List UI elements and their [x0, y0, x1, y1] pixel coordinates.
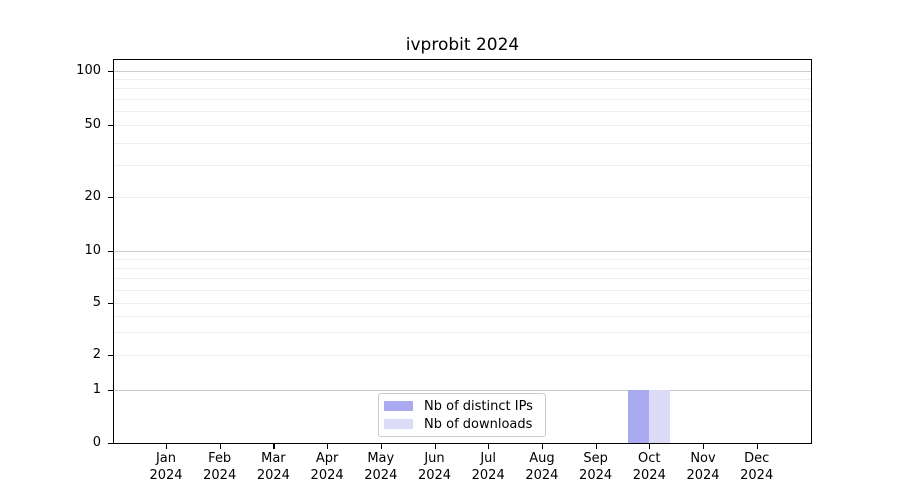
y-tick-mark	[108, 443, 114, 445]
y-tick-label: 100	[76, 63, 101, 78]
y-tick-mark	[108, 251, 114, 253]
x-tick-label: Aug 2024	[512, 451, 572, 484]
y-tick-label: 5	[92, 295, 101, 311]
x-tick-mark	[595, 444, 597, 449]
y-gridline-major	[114, 251, 811, 253]
y-gridline-minor	[114, 111, 811, 113]
y-gridline-minor	[114, 355, 811, 357]
x-tick-mark	[649, 444, 651, 449]
y-tick-mark	[108, 125, 114, 127]
y-gridline-major	[114, 71, 811, 72]
x-tick-month: Aug	[529, 451, 555, 466]
x-tick-year: 2024	[256, 467, 290, 483]
x-tick-mark	[703, 444, 705, 449]
x-tick-label: Sep 2024	[566, 451, 626, 484]
x-tick-month: Sep	[583, 451, 608, 466]
x-tick-year: 2024	[579, 467, 613, 483]
legend: Nb of distinct IPs Nb of downloads	[378, 393, 546, 437]
x-tick-month: Mar	[261, 451, 286, 466]
y-tick-label: 2	[92, 347, 101, 363]
x-tick-label: Jan 2024	[136, 451, 196, 484]
x-tick-year: 2024	[203, 467, 237, 483]
y-tick-mark	[108, 390, 114, 392]
x-tick-year: 2024	[417, 467, 452, 483]
x-tick-year: 2024	[525, 467, 559, 483]
y-gridline-minor	[114, 278, 811, 280]
legend-label-distinct-ips: Nb of distinct IPs	[424, 398, 533, 414]
x-tick-month: Feb	[208, 451, 232, 466]
x-tick-mark	[756, 444, 758, 449]
legend-entry-downloads: Nb of downloads	[384, 417, 540, 432]
y-gridline-minor	[114, 79, 811, 81]
y-tick-label: 20	[84, 189, 101, 205]
x-tick-mark	[380, 444, 382, 449]
y-gridline-minor	[114, 88, 811, 90]
y-gridline-minor	[114, 315, 811, 317]
bar-downloads	[649, 390, 671, 443]
y-gridline-minor	[114, 98, 811, 100]
x-tick-mark	[219, 444, 221, 449]
y-gridline-minor	[114, 289, 811, 291]
y-tick-mark	[108, 197, 114, 199]
x-tick-label: Jul 2024	[458, 451, 518, 484]
x-tick-label: Feb 2024	[190, 451, 250, 484]
y-tick-label: 10	[84, 243, 101, 259]
y-tick-label: 50	[84, 117, 101, 133]
x-tick-month: Dec	[744, 451, 770, 466]
x-tick-year: 2024	[310, 467, 344, 483]
y-gridline-minor	[114, 303, 811, 305]
x-tick-month: Oct	[638, 451, 661, 466]
x-tick-month: Apr	[315, 451, 339, 466]
x-tick-mark	[273, 444, 275, 449]
y-gridline-minor	[114, 197, 811, 199]
x-tick-mark	[166, 444, 168, 449]
x-tick-month: Nov	[690, 451, 716, 466]
legend-label-downloads: Nb of downloads	[424, 416, 533, 432]
y-gridline-minor	[114, 332, 811, 334]
y-gridline-major	[114, 390, 811, 391]
x-tick-year: 2024	[364, 467, 398, 483]
y-tick-mark	[108, 303, 114, 305]
y-gridline-minor	[114, 125, 811, 127]
legend-swatch-distinct-ips	[384, 401, 413, 411]
x-tick-month: Jun	[424, 451, 445, 466]
x-tick-year: 2024	[686, 467, 720, 483]
x-tick-year: 2024	[740, 467, 774, 483]
y-tick-label: 0	[92, 435, 101, 450]
x-tick-year: 2024	[471, 467, 505, 483]
x-tick-label: Jun 2024	[405, 451, 465, 484]
y-gridline-minor	[114, 259, 811, 261]
plot-area: Nb of distinct IPs Nb of downloads	[113, 59, 812, 444]
x-tick-label: May 2024	[351, 451, 411, 484]
x-tick-label: Dec 2024	[727, 451, 787, 484]
y-gridline-minor	[114, 142, 811, 144]
x-tick-year: 2024	[632, 467, 666, 483]
legend-entry-distinct-ips: Nb of distinct IPs	[384, 399, 540, 414]
x-tick-label: Nov 2024	[673, 451, 733, 484]
y-tick-label: 1	[92, 382, 101, 397]
y-gridline-minor	[114, 165, 811, 167]
y-gridline-minor	[114, 268, 811, 270]
x-tick-month: Jan	[155, 451, 177, 466]
x-tick-year: 2024	[149, 467, 183, 483]
x-tick-mark	[488, 444, 490, 449]
y-tick-mark	[108, 355, 114, 357]
x-tick-label: Apr 2024	[297, 451, 357, 484]
x-tick-label: Mar 2024	[243, 451, 303, 484]
x-tick-month: May	[367, 451, 395, 466]
y-tick-mark	[108, 71, 114, 73]
x-tick-month: Jul	[480, 451, 497, 466]
x-tick-mark	[434, 444, 436, 449]
x-tick-mark	[327, 444, 329, 449]
bar-distinct-ips	[628, 390, 650, 443]
x-tick-label: Oct 2024	[619, 451, 679, 484]
chart-title: ivprobit 2024	[405, 35, 520, 55]
x-tick-mark	[541, 444, 544, 449]
legend-swatch-downloads	[384, 419, 413, 429]
